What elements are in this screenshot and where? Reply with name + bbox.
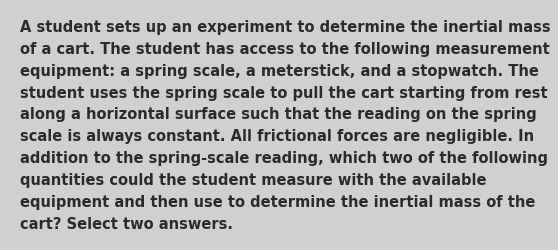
Text: scale is always constant. All frictional forces are negligible. In: scale is always constant. All frictional…	[20, 129, 533, 144]
Text: quantities could the student measure with the available: quantities could the student measure wit…	[20, 172, 486, 187]
Text: along a horizontal surface such that the reading on the spring: along a horizontal surface such that the…	[20, 107, 536, 122]
Text: A student sets up an experiment to determine the inertial mass: A student sets up an experiment to deter…	[20, 20, 550, 35]
Text: equipment: a spring scale, a meterstick, and a stopwatch. The: equipment: a spring scale, a meterstick,…	[20, 64, 538, 78]
Text: of a cart. The student has access to the following measurement: of a cart. The student has access to the…	[20, 42, 549, 57]
Text: student uses the spring scale to pull the cart starting from rest: student uses the spring scale to pull th…	[20, 85, 547, 100]
Text: addition to the spring-scale reading, which two of the following: addition to the spring-scale reading, wh…	[20, 150, 547, 166]
Text: cart? Select two answers.: cart? Select two answers.	[20, 216, 233, 231]
Text: equipment and then use to determine the inertial mass of the: equipment and then use to determine the …	[20, 194, 535, 209]
